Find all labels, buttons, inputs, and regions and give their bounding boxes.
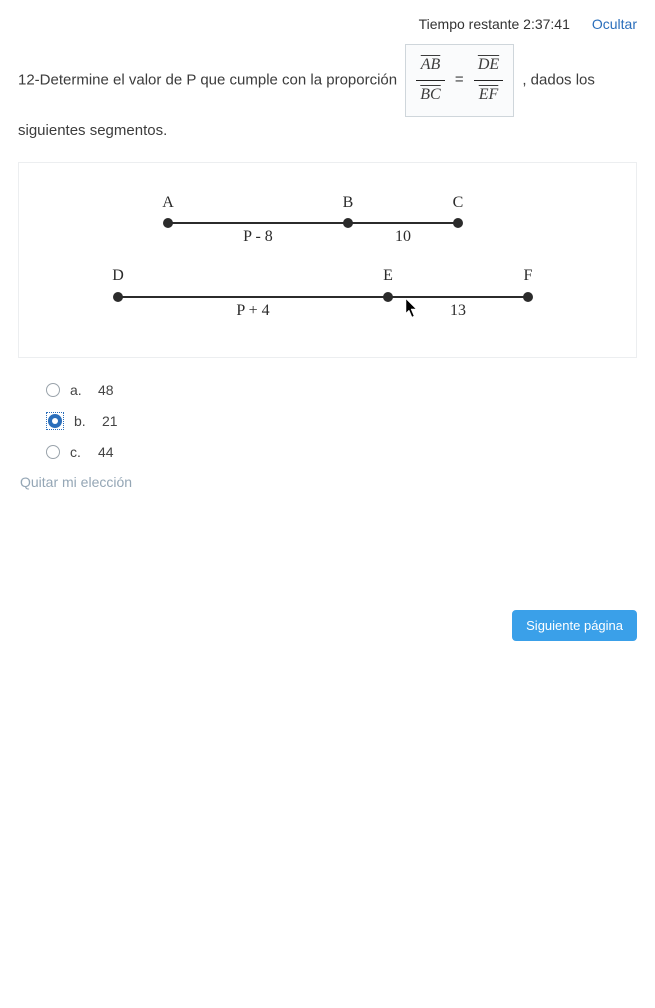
timer-bar: Tiempo restante 2:37:41 Ocultar	[18, 16, 637, 32]
option-key: a.	[70, 382, 88, 398]
radio-wrapper	[46, 445, 60, 459]
option-value: 44	[98, 444, 114, 460]
option-key: b.	[74, 413, 92, 429]
fraction-right: DE EF	[474, 51, 503, 110]
svg-text:C: C	[452, 194, 463, 211]
option-value: 21	[102, 413, 118, 429]
answer-options: a. 48 b. 21 c. 44	[18, 382, 637, 460]
question-page: Tiempo restante 2:37:41 Ocultar 12-Deter…	[0, 0, 655, 1008]
svg-text:F: F	[523, 267, 532, 284]
option-label: a. 48	[70, 382, 114, 398]
prompt-prefix: 12-Determine el valor de P que cumple co…	[18, 71, 397, 88]
frac-num2: DE	[474, 51, 503, 80]
radio-icon[interactable]	[46, 383, 60, 397]
radio-wrapper	[46, 383, 60, 397]
equals-sign: =	[449, 71, 470, 88]
option-value: 48	[98, 382, 114, 398]
frac-num1: AB	[416, 51, 444, 80]
option-label: c. 44	[70, 444, 114, 460]
clear-choice-link[interactable]: Quitar mi elección	[18, 474, 637, 490]
question-prompt: 12-Determine el valor de P que cumple co…	[18, 44, 637, 144]
footer-bar: Siguiente página	[18, 610, 637, 641]
radio-icon[interactable]	[48, 414, 62, 428]
option-key: c.	[70, 444, 88, 460]
answer-option[interactable]: a. 48	[46, 382, 637, 398]
svg-text:A: A	[162, 194, 174, 211]
svg-text:10: 10	[395, 228, 411, 245]
svg-text:13: 13	[450, 302, 466, 319]
hide-timer-link[interactable]: Ocultar	[592, 16, 637, 32]
proportion-formula: AB BC = DE EF	[405, 44, 514, 117]
svg-text:E: E	[383, 267, 393, 284]
svg-text:D: D	[112, 267, 124, 284]
segments-diagram: A B C P - 8 10 D E F P + 4 13	[98, 187, 558, 337]
answer-option[interactable]: b. 21	[46, 412, 637, 430]
svg-text:P + 4: P + 4	[236, 302, 269, 319]
radio-wrapper	[46, 412, 64, 430]
answer-option[interactable]: c. 44	[46, 444, 637, 460]
fraction-left: AB BC	[416, 51, 444, 110]
radio-icon[interactable]	[46, 445, 60, 459]
next-page-button[interactable]: Siguiente página	[512, 610, 637, 641]
segments-diagram-container: A B C P - 8 10 D E F P + 4 13	[18, 162, 637, 358]
option-label: b. 21	[74, 413, 118, 429]
svg-text:P - 8: P - 8	[243, 228, 273, 245]
frac-den2: EF	[474, 80, 503, 110]
frac-den1: BC	[416, 80, 444, 110]
time-remaining: Tiempo restante 2:37:41	[419, 16, 570, 32]
svg-text:B: B	[342, 194, 353, 211]
